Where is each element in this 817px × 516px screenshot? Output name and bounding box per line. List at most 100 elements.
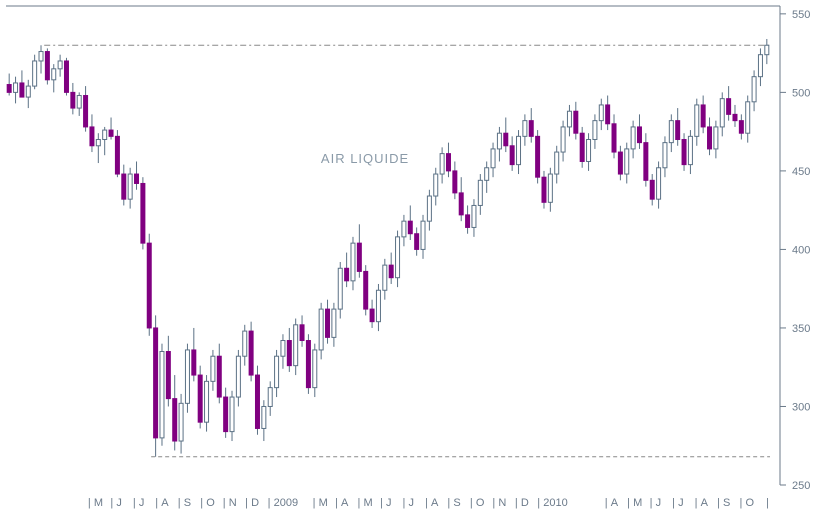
candle-body bbox=[90, 127, 94, 146]
candle-body bbox=[396, 237, 400, 278]
x-tick-label: A bbox=[701, 497, 709, 509]
x-tick-label: M bbox=[319, 497, 328, 509]
x-tick-label: N bbox=[498, 497, 506, 509]
x-tick-pipe: | bbox=[447, 497, 450, 509]
candle-body bbox=[510, 146, 514, 165]
candle-body bbox=[300, 325, 304, 341]
x-tick-label: 2010 bbox=[543, 497, 567, 509]
candle-body bbox=[7, 85, 11, 93]
candle-body bbox=[625, 149, 629, 174]
x-tick-label: A bbox=[611, 497, 619, 509]
candle-body bbox=[567, 111, 571, 127]
candle-body bbox=[746, 102, 750, 133]
x-tick-label: N bbox=[229, 497, 237, 509]
y-tick-label: 250 bbox=[792, 480, 810, 492]
x-tick-pipe: | bbox=[425, 497, 428, 509]
candle-body bbox=[739, 121, 743, 134]
x-tick-pipe: | bbox=[268, 497, 271, 509]
candle-body bbox=[351, 243, 355, 281]
candle-body bbox=[720, 99, 724, 127]
candle-body bbox=[427, 196, 431, 221]
candle-body bbox=[415, 234, 419, 250]
candle-body bbox=[364, 271, 368, 309]
x-tick-pipe: | bbox=[470, 497, 473, 509]
candle-body bbox=[593, 121, 597, 140]
x-tick-label: M bbox=[94, 497, 103, 509]
chart-title: AIR LIQUIDE bbox=[321, 151, 409, 166]
candle-body bbox=[517, 136, 521, 164]
candle-body bbox=[198, 375, 202, 422]
x-tick-pipe: | bbox=[605, 497, 608, 509]
candle-body bbox=[714, 127, 718, 149]
candle-body bbox=[618, 152, 622, 174]
x-tick-pipe: | bbox=[650, 497, 653, 509]
x-tick-label: D bbox=[521, 497, 529, 509]
candle-body bbox=[529, 121, 533, 137]
candle-body bbox=[663, 143, 667, 168]
candle-body bbox=[249, 331, 253, 375]
candle-body bbox=[440, 154, 444, 174]
candle-body bbox=[446, 154, 450, 171]
candle-body bbox=[185, 350, 189, 403]
x-tick-pipe: | bbox=[515, 497, 518, 509]
candle-body bbox=[727, 99, 731, 115]
candle-body bbox=[504, 133, 508, 146]
x-tick-pipe: | bbox=[223, 497, 226, 509]
candle-body bbox=[631, 127, 635, 149]
x-tick-label: 2009 bbox=[274, 497, 298, 509]
x-tick-label: S bbox=[723, 497, 730, 509]
candle-body bbox=[326, 309, 330, 337]
candle-body bbox=[650, 180, 654, 199]
candle-body bbox=[434, 174, 438, 196]
candle-body bbox=[262, 406, 266, 428]
candle-body bbox=[657, 168, 661, 199]
candle-body bbox=[166, 352, 170, 399]
candle-body bbox=[275, 356, 279, 387]
candle-body bbox=[637, 127, 641, 143]
candle-body bbox=[160, 352, 164, 438]
x-tick-label: J bbox=[408, 497, 414, 509]
candle-body bbox=[345, 268, 349, 281]
candle-body bbox=[421, 221, 425, 249]
candle-body bbox=[758, 55, 762, 77]
x-tick-pipe: | bbox=[766, 497, 769, 509]
candle-body bbox=[39, 52, 43, 61]
candle-body bbox=[52, 69, 56, 80]
candle-body bbox=[332, 309, 336, 337]
candle-body bbox=[453, 171, 457, 193]
candle-body bbox=[115, 136, 119, 174]
candle-body bbox=[205, 381, 209, 422]
x-tick-label: O bbox=[476, 497, 485, 509]
candle-body bbox=[230, 397, 234, 432]
candle-body bbox=[179, 403, 183, 441]
candle-body bbox=[45, 52, 49, 80]
candle-body bbox=[64, 61, 68, 92]
candle-body bbox=[313, 350, 317, 388]
candle-body bbox=[147, 243, 151, 328]
candle-body bbox=[574, 111, 578, 133]
candle-body bbox=[122, 174, 126, 199]
y-tick-label: 500 bbox=[792, 87, 810, 99]
y-tick-label: 350 bbox=[792, 323, 810, 335]
candle-body bbox=[268, 388, 272, 407]
candle-body bbox=[33, 61, 37, 86]
x-tick-pipe: | bbox=[380, 497, 383, 509]
candle-body bbox=[109, 130, 113, 136]
x-tick-label: J bbox=[656, 497, 662, 509]
x-tick-pipe: | bbox=[358, 497, 361, 509]
candlestick-chart: 250300350400450500550|M|J|J|A|S|O|N|D|20… bbox=[0, 0, 817, 516]
x-tick-label: O bbox=[746, 497, 755, 509]
x-tick-label: A bbox=[161, 497, 169, 509]
candle-body bbox=[338, 268, 342, 309]
candle-body bbox=[58, 61, 62, 69]
candle-body bbox=[71, 92, 75, 108]
candle-body bbox=[96, 139, 100, 145]
x-tick-pipe: | bbox=[335, 497, 338, 509]
x-tick-label: A bbox=[341, 497, 349, 509]
candle-body bbox=[402, 221, 406, 237]
candle-body bbox=[192, 350, 196, 375]
candle-body bbox=[281, 341, 285, 357]
x-tick-label: D bbox=[251, 497, 259, 509]
candle-body bbox=[77, 96, 81, 109]
candle-body bbox=[491, 149, 495, 168]
